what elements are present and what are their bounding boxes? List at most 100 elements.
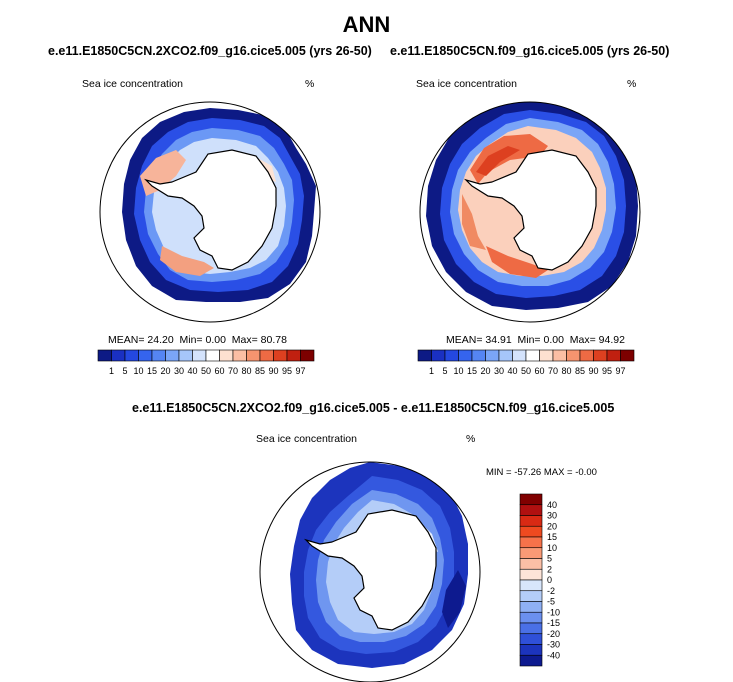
panel-1-mean-value: 24.20: [147, 334, 174, 346]
panel-2-colorbar-tick-label: 85: [575, 366, 585, 376]
panel-3-colorbar-swatch-2: [519, 515, 543, 527]
panel-1-variable-label: Sea ice concentration: [82, 78, 183, 90]
panel-1-antarctica: [143, 149, 277, 271]
panel-2-ice-high-ross: [486, 246, 548, 278]
panel-1-colorbar-tick-label: 15: [147, 366, 157, 376]
panel-1-colorbar-tick-label: 20: [160, 366, 170, 376]
panel-3-colorbar-tick-label: 20: [547, 521, 557, 531]
panel-2-mean-label: MEAN=: [446, 334, 483, 346]
panel-1-colorbar-tick-label: 60: [214, 366, 224, 376]
panel-3-title: e.e11.E1850C5CN.2XCO2.f09_g16.cice5.005 …: [132, 401, 615, 415]
panel-3-colorbar-swatch-14: [519, 644, 543, 656]
panel-3-colorbar-tick-label: -15: [547, 618, 560, 628]
panel-3-units-label: %: [466, 433, 476, 445]
panel-2-colorbar-tick-label: 50: [521, 366, 531, 376]
panel-2-ice-high-west: [462, 194, 486, 250]
panel-3-colorbar-swatch-13: [519, 633, 543, 645]
panel-1-colorbar-tick-label: 80: [241, 366, 251, 376]
panel-1-colorbar-tick-label: 50: [201, 366, 211, 376]
panel-3-colorbar-swatch-12: [519, 622, 543, 635]
panel-1-min-value: 0.00: [205, 334, 226, 346]
panel-2-colorbar-swatch-15: [620, 349, 635, 362]
panel-3-colorbar-swatch-7: [519, 568, 543, 581]
panel-2-min-label: Min=: [517, 334, 541, 346]
panel-1-min-label: Min=: [179, 334, 203, 346]
panel-3-colorbar-swatch-11: [519, 611, 543, 624]
panel-3-colorbar-tick-label: 5: [547, 554, 552, 564]
panel-2-max-label: Max=: [569, 334, 596, 346]
panel-1-colorbar-tick-label: 10: [133, 366, 143, 376]
panel-1-colorbar-tick-label: 5: [122, 366, 127, 376]
panel-3-colorbar-tick-label: 0: [547, 575, 552, 585]
panel-1-colorbar-tick-label: 85: [255, 366, 265, 376]
panel-2-colorbar-tick-label: 1: [429, 366, 434, 376]
panel-1-colorbar-tick-label: 97: [295, 366, 305, 376]
panel-3-colorbar-swatch-3: [519, 525, 543, 538]
panel-3-colorbar-tick-label: -5: [547, 597, 555, 607]
panel-2-ice-band-5: [470, 134, 548, 184]
panel-3-colorbar-tick-label: -30: [547, 640, 560, 650]
panel-3-colorbar-swatch-9: [519, 590, 543, 602]
panel-3-colorbar-tick-label: -40: [547, 650, 560, 660]
panel-3-stats: MIN = -57.26 MAX = -0.00: [486, 467, 597, 478]
panel-3-diff-dark-east: [442, 570, 466, 628]
panel-2-colorbar-tick-label: 15: [467, 366, 477, 376]
panel-1-stats: MEAN= 24.20 Min= 0.00 Max= 80.78: [108, 334, 287, 346]
panel-1-units-label: %: [305, 78, 315, 90]
panel-3-colorbar-tick-label: 30: [547, 511, 557, 521]
panel-2-antarctica: [463, 149, 597, 271]
panel-3-colorbar-tick-label: -10: [547, 607, 560, 617]
panel-1-colorbar: 1 5 10 15 20 30 40 50 60 70 80 85 90 95 97: [97, 349, 315, 376]
panel-2-title: e.e11.E1850C5CN.f09_g16.cice5.005 (yrs 2…: [390, 44, 670, 58]
panel-1-title: e.e11.E1850C5CN.2XCO2.f09_g16.cice5.005 …: [48, 44, 372, 58]
panel-3-colorbar-swatch-15: [519, 654, 543, 667]
panel-2-colorbar-tick-label: 20: [480, 366, 490, 376]
panel-2-colorbar-tick-label: 40: [507, 366, 517, 376]
panel-1-colorbar-swatch-15: [300, 349, 315, 362]
panel-3-colorbar-tick-label: 2: [547, 564, 552, 574]
panel-2-colorbar-tick-label: 95: [602, 366, 612, 376]
panel-2-colorbar-tick-label: 97: [615, 366, 625, 376]
panel-3-colorbar-swatch-4: [519, 536, 543, 549]
panel-3-colorbar-swatch-0: [519, 493, 543, 506]
panel-3-colorbar-tick-label: 10: [547, 543, 557, 553]
panel-3-colorbar-swatch-8: [519, 579, 543, 592]
panel-2-colorbar-tick-label: 80: [561, 366, 571, 376]
panel-2-colorbar-tick-label: 5: [442, 366, 447, 376]
panel-2-colorbar-tick-label: 10: [453, 366, 463, 376]
panel-3-colorbar-tick-label: 15: [547, 532, 557, 542]
panel-2-variable-label: Sea ice concentration: [416, 78, 517, 90]
panel-2-colorbar-tick-label: 90: [588, 366, 598, 376]
panel-1-ice-high-ross: [160, 246, 214, 276]
panel-2-colorbar-tick-label: 60: [534, 366, 544, 376]
panel-2-colorbar: 1 5 10 15 20 30 40 50 60 70 80 85 90 95 97: [417, 349, 635, 376]
panel-1-colorbar-tick-label: 1: [109, 366, 114, 376]
panel-2-max-value: 94.92: [598, 334, 625, 346]
panel-2-min-value: 0.00: [543, 334, 564, 346]
panel-1-mean-label: MEAN=: [108, 334, 145, 346]
panel-2-colorbar-tick-label: 70: [548, 366, 558, 376]
panel-3-colorbar-tick-label: -20: [547, 629, 560, 639]
panel-1-max-value: 80.78: [260, 334, 287, 346]
panel-1-colorbar-tick-label: 95: [282, 366, 292, 376]
panel-1-colorbar-tick-label: 40: [187, 366, 197, 376]
panel-2-stats: MEAN= 34.91 Min= 0.00 Max= 94.92: [446, 334, 625, 346]
panel-3-colorbar-swatch-5: [519, 547, 543, 559]
panel-3-colorbar-swatch-1: [519, 504, 543, 516]
panel-2-ice-high-weddell: [476, 146, 520, 176]
panel-2-colorbar-tick-label: 30: [494, 366, 504, 376]
panel-1-max-label: Max=: [231, 334, 258, 346]
panel-3-colorbar-tick-label: -2: [547, 586, 555, 596]
panel-1-colorbar-tick-label: 70: [228, 366, 238, 376]
panel-2-units-label: %: [627, 78, 637, 90]
panel-3-colorbar-swatch-6: [519, 558, 543, 570]
panel-1-colorbar-tick-label: 30: [174, 366, 184, 376]
panel-3-colorbar-tick-label: 40: [547, 500, 557, 510]
panel-1-colorbar-tick-label: 90: [268, 366, 278, 376]
figure-title: ANN: [342, 12, 391, 37]
panel-3-variable-label: Sea ice concentration: [256, 433, 357, 445]
